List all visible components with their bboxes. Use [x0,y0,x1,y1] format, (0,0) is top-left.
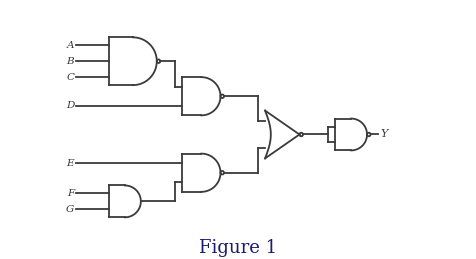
Text: F: F [67,189,74,198]
Text: A: A [67,41,74,50]
Text: Figure 1: Figure 1 [199,239,277,257]
Text: D: D [66,101,74,110]
Text: C: C [66,73,74,82]
Text: Y: Y [380,130,387,140]
Text: E: E [67,159,74,168]
Text: G: G [66,205,74,214]
Text: B: B [67,57,74,66]
